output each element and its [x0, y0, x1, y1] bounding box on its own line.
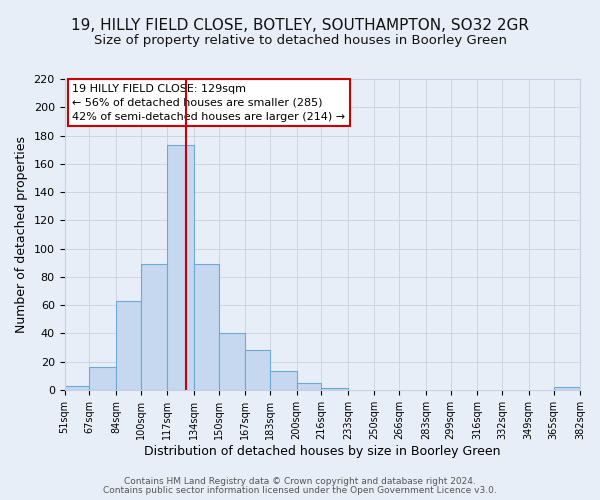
Bar — [89, 367, 116, 390]
Text: Contains public sector information licensed under the Open Government Licence v3: Contains public sector information licen… — [103, 486, 497, 495]
Text: 19, HILLY FIELD CLOSE, BOTLEY, SOUTHAMPTON, SO32 2GR: 19, HILLY FIELD CLOSE, BOTLEY, SOUTHAMPT… — [71, 18, 529, 32]
Text: Size of property relative to detached houses in Boorley Green: Size of property relative to detached ho… — [94, 34, 506, 47]
Bar — [219, 334, 245, 390]
Bar — [65, 386, 89, 390]
Bar — [245, 350, 270, 390]
Text: 19 HILLY FIELD CLOSE: 129sqm
← 56% of detached houses are smaller (285)
42% of s: 19 HILLY FIELD CLOSE: 129sqm ← 56% of de… — [72, 84, 346, 122]
X-axis label: Distribution of detached houses by size in Boorley Green: Distribution of detached houses by size … — [144, 444, 500, 458]
Bar — [141, 264, 167, 390]
Bar — [296, 383, 322, 390]
Bar — [167, 146, 194, 390]
Bar — [554, 387, 580, 390]
Bar — [194, 264, 219, 390]
Y-axis label: Number of detached properties: Number of detached properties — [15, 136, 28, 333]
Text: Contains HM Land Registry data © Crown copyright and database right 2024.: Contains HM Land Registry data © Crown c… — [124, 477, 476, 486]
Bar — [322, 388, 348, 390]
Bar — [116, 301, 141, 390]
Bar — [270, 372, 296, 390]
